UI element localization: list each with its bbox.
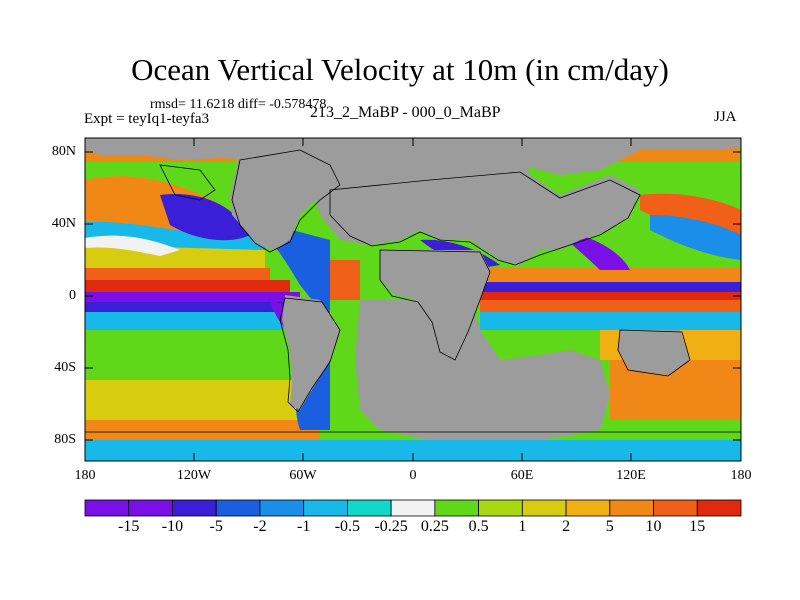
colorbar-tick-label: -0.5 bbox=[334, 518, 361, 535]
colorbar-swatch bbox=[696, 499, 742, 517]
colorbar-swatch bbox=[346, 499, 392, 517]
lon-tick-label: 120W bbox=[176, 468, 212, 483]
colorbar-swatch bbox=[478, 499, 523, 517]
ocean-field bbox=[480, 292, 741, 300]
season-label: JJA bbox=[714, 109, 737, 125]
ocean-field bbox=[610, 360, 741, 420]
ocean-field bbox=[160, 194, 250, 241]
colorbar-swatch bbox=[434, 499, 480, 517]
colorbar-tick-label: 10 bbox=[645, 518, 662, 535]
ocean-field bbox=[480, 300, 741, 312]
colorbar-swatch bbox=[565, 499, 611, 517]
lon-tick-label: 180 bbox=[74, 468, 96, 483]
lat-tick-label: 0 bbox=[69, 288, 76, 303]
colorbar bbox=[84, 499, 742, 517]
colorbar-tick-label: 2 bbox=[562, 518, 571, 535]
ocean-field bbox=[85, 302, 300, 312]
colorbar-tick-label: 15 bbox=[689, 518, 706, 535]
ocean-field bbox=[85, 312, 300, 330]
colorbar-tick-label: -0.25 bbox=[374, 518, 408, 535]
land-eurasia bbox=[312, 140, 640, 265]
colorbar-tick-label: -1 bbox=[296, 518, 311, 535]
ocean-field bbox=[85, 292, 300, 302]
lat-tick-label: 40N bbox=[51, 216, 76, 231]
colorbar-tick-label: 0.5 bbox=[468, 518, 489, 535]
colorbar-swatch bbox=[303, 499, 348, 517]
lon-tick-label: 120E bbox=[616, 468, 646, 483]
land-north-america bbox=[230, 140, 340, 250]
ocean-field bbox=[85, 268, 270, 280]
stats-label: rmsd= 11.6218 diff= -0.578478 bbox=[150, 97, 327, 112]
lat-tick-label: 80S bbox=[54, 432, 76, 447]
colorbar-swatch bbox=[259, 499, 305, 517]
colorbar-tick-label: -5 bbox=[209, 518, 223, 535]
colorbar-swatch bbox=[172, 499, 217, 517]
colorbar-tick-label: -2 bbox=[253, 518, 267, 535]
colorbar-swatch bbox=[215, 499, 261, 517]
ocean-field bbox=[85, 380, 300, 420]
lat-tick-label: 80N bbox=[51, 144, 76, 159]
colorbar-swatch bbox=[84, 499, 130, 517]
ocean-field bbox=[85, 420, 320, 440]
lat-tick-label: 40S bbox=[54, 360, 76, 375]
map-title: Ocean Vertical Velocity at 10m (in cm/da… bbox=[131, 52, 669, 87]
ocean-field bbox=[85, 440, 741, 461]
ocean-field bbox=[480, 312, 741, 330]
colorbar-swatch bbox=[128, 499, 173, 517]
coastlines bbox=[85, 149, 741, 433]
ocean-field bbox=[85, 245, 265, 272]
lon-tick-label: 60E bbox=[510, 468, 534, 483]
colorbar-tick-label: -10 bbox=[161, 518, 184, 535]
axis-ticks bbox=[84, 138, 742, 461]
colorbar-tick-label: 0.25 bbox=[420, 518, 449, 535]
ocean-field bbox=[85, 280, 290, 292]
colorbar-swatch bbox=[609, 499, 654, 517]
colorbar-swatch bbox=[521, 499, 567, 517]
lon-tick-label: 0 bbox=[409, 468, 417, 483]
ocean-field bbox=[650, 215, 741, 260]
lon-tick-label: 180 bbox=[730, 468, 752, 483]
map-plot-area bbox=[85, 138, 741, 461]
model-label: 213_2_MaBP - 000_0_MaBP bbox=[310, 104, 501, 121]
lon-tick-label: 60W bbox=[289, 468, 317, 483]
colorbar-tick-label: -15 bbox=[118, 518, 140, 535]
ocean-field bbox=[480, 282, 741, 292]
colorbar-swatch bbox=[390, 499, 436, 517]
colorbar-tick-label: 1 bbox=[518, 518, 527, 535]
land-south-america bbox=[282, 295, 340, 410]
colorbar-tick-label: 5 bbox=[605, 518, 614, 535]
colorbar-swatch bbox=[653, 499, 698, 517]
land-australia bbox=[618, 330, 690, 375]
experiment-label: Expt = teyIq1-teyfa3 bbox=[84, 111, 210, 127]
land-mass bbox=[355, 300, 610, 440]
ocean-field bbox=[480, 268, 741, 282]
ocean-field bbox=[85, 235, 180, 256]
ocean-field bbox=[85, 330, 290, 380]
ocean-field bbox=[330, 260, 360, 300]
